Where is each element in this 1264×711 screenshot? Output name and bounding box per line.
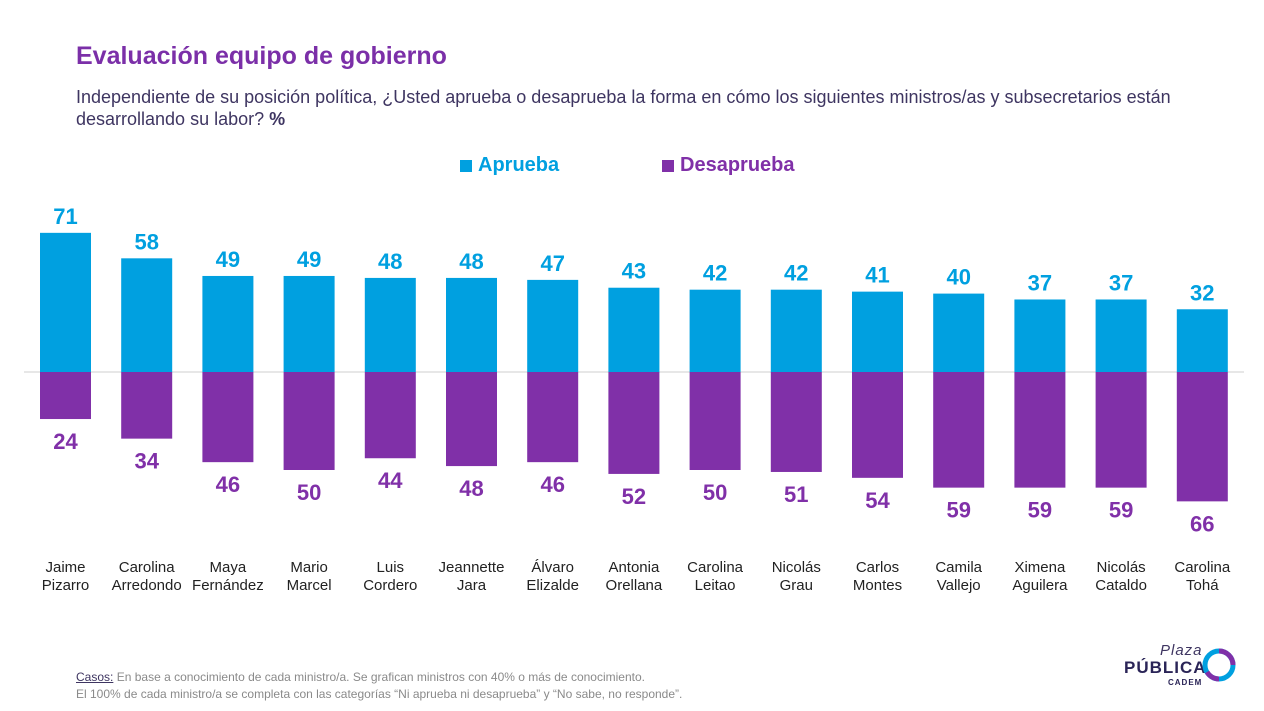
bar-aprueba <box>1176 309 1228 372</box>
bar-aprueba <box>852 291 903 372</box>
data-label-aprueba: 40 <box>946 265 970 290</box>
bar-aprueba <box>527 279 579 372</box>
bar-desaprueba <box>852 372 903 478</box>
category-label: Ximena Aguilera <box>1012 559 1068 594</box>
category-label: Nicolás Cataldo <box>1095 559 1147 594</box>
data-label-desaprueba: 51 <box>784 482 808 507</box>
data-label-aprueba: 71 <box>53 204 77 229</box>
category-label: Mario Marcel <box>287 559 332 594</box>
bar-aprueba <box>933 293 985 372</box>
bar-aprueba <box>202 275 254 372</box>
logo-plaza-text: Plaza <box>1160 642 1203 659</box>
bar-desaprueba <box>527 372 579 463</box>
footnote: Casos: En base a conocimiento de cada mi… <box>76 669 682 703</box>
bar-aprueba <box>1095 299 1147 372</box>
category-label: Carolina Leitao <box>687 559 744 594</box>
legend-label-desaprueba: Desaprueba <box>680 154 795 176</box>
data-label-aprueba: 49 <box>216 247 240 272</box>
data-label-desaprueba: 59 <box>1028 498 1052 523</box>
logo-publica-text: PÚBLICA <box>1124 658 1207 677</box>
bar-desaprueba <box>689 372 741 470</box>
category-label: Maya Fernández <box>192 559 264 594</box>
data-label-aprueba: 42 <box>703 261 727 286</box>
bar-aprueba <box>1014 299 1066 372</box>
bar-aprueba <box>770 289 822 372</box>
data-label-aprueba: 37 <box>1109 270 1133 295</box>
bar-desaprueba <box>933 372 985 488</box>
bar-desaprueba <box>202 372 254 463</box>
category-label: Antonia Orellana <box>606 559 663 594</box>
data-label-desaprueba: 48 <box>459 476 483 501</box>
category-label: Carolina Tohá <box>1174 559 1231 594</box>
bar-desaprueba <box>1176 372 1228 502</box>
data-label-aprueba: 47 <box>540 251 564 276</box>
data-label-aprueba: 42 <box>784 261 808 286</box>
category-label: Jeannette Jara <box>439 559 505 594</box>
data-label-aprueba: 43 <box>622 259 646 284</box>
bar-desaprueba <box>283 372 335 470</box>
legend-swatch-aprueba <box>460 159 472 172</box>
category-label: Luis Cordero <box>363 559 417 594</box>
footnote-label: Casos: <box>76 670 114 684</box>
bar-aprueba <box>608 287 660 372</box>
bar-aprueba <box>689 289 741 372</box>
footnote-line-1: En base a conocimiento de cada ministro/… <box>116 670 645 684</box>
data-label-desaprueba: 50 <box>703 480 727 505</box>
bar-aprueba <box>121 258 173 372</box>
category-label: Carlos Montes <box>853 559 902 594</box>
bar-desaprueba <box>364 372 416 459</box>
legend-item-aprueba: Aprueba <box>460 154 559 177</box>
legend-swatch-desaprueba <box>662 159 674 172</box>
category-label: Álvaro Elizalde <box>526 559 579 594</box>
data-label-desaprueba: 46 <box>216 472 240 497</box>
data-label-desaprueba: 59 <box>946 498 970 523</box>
bar-aprueba <box>40 232 91 372</box>
legend-item-desaprueba: Desaprueba <box>662 154 795 177</box>
data-label-aprueba: 49 <box>297 247 321 272</box>
data-label-aprueba: 48 <box>378 249 402 274</box>
data-label-aprueba: 37 <box>1028 270 1052 295</box>
bar-desaprueba <box>1095 372 1147 488</box>
data-label-aprueba: 48 <box>459 249 483 274</box>
category-label: Carolina Arredondo <box>112 559 182 594</box>
plaza-publica-cadem-logo: Plaza PÚBLICA CADEM <box>1118 640 1248 690</box>
page-title: Evaluación equipo de gobierno <box>76 42 447 70</box>
data-label-desaprueba: 59 <box>1109 498 1133 523</box>
bar-aprueba <box>446 277 497 372</box>
logo-cadem-text: CADEM <box>1168 678 1203 687</box>
legend-label-aprueba: Aprueba <box>478 154 560 176</box>
subtitle-unit: % <box>269 109 286 129</box>
category-label: Jaime Pizarro <box>42 559 90 594</box>
data-label-desaprueba: 44 <box>378 468 403 493</box>
data-label-desaprueba: 52 <box>622 484 646 509</box>
category-label: Camila Vallejo <box>935 559 982 594</box>
bar-desaprueba <box>446 372 497 467</box>
data-label-desaprueba: 50 <box>297 480 321 505</box>
bar-desaprueba <box>121 372 173 439</box>
bar-desaprueba <box>770 372 822 472</box>
data-label-desaprueba: 34 <box>134 449 159 474</box>
bar-desaprueba <box>1014 372 1066 488</box>
data-label-desaprueba: 54 <box>865 488 890 513</box>
bar-aprueba <box>283 275 335 372</box>
page-subtitle: Independiente de su posición política, ¿… <box>76 86 1186 130</box>
data-label-desaprueba: 24 <box>53 429 78 454</box>
data-label-aprueba: 41 <box>865 263 889 288</box>
data-label-aprueba: 58 <box>134 229 158 254</box>
data-label-aprueba: 32 <box>1190 280 1214 305</box>
footnote-line-2: El 100% de cada ministro/a se completa c… <box>76 687 683 701</box>
bar-aprueba <box>364 277 416 372</box>
bar-desaprueba <box>40 372 91 420</box>
bar-desaprueba <box>608 372 660 474</box>
data-label-desaprueba: 46 <box>540 472 564 497</box>
logo-mark-icon <box>1202 648 1236 682</box>
subtitle-text: Independiente de su posición política, ¿… <box>76 87 1171 129</box>
data-label-desaprueba: 66 <box>1190 511 1214 536</box>
category-label: Nicolás Grau <box>772 559 821 594</box>
